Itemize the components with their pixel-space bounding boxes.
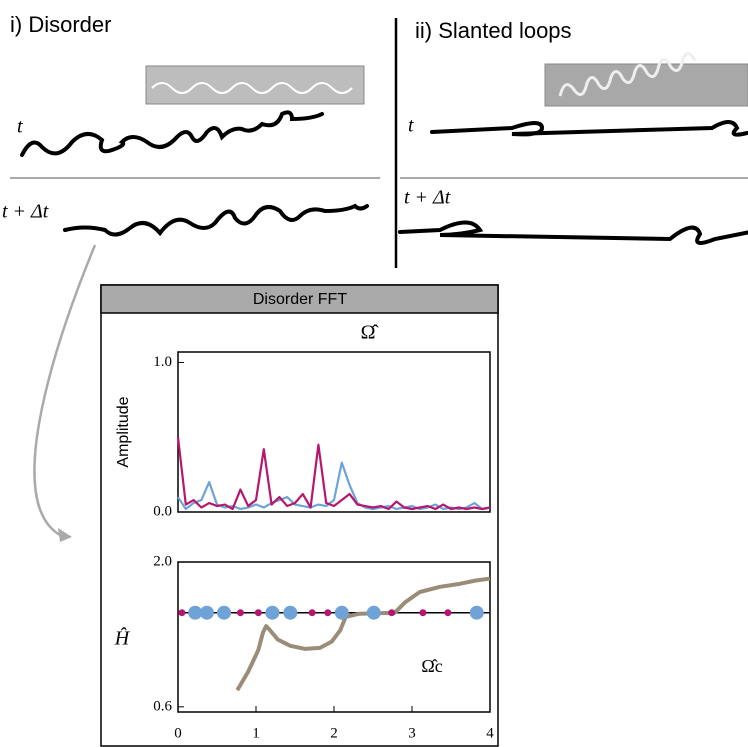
arrow-head xyxy=(58,528,72,542)
photo-filament xyxy=(151,82,353,94)
marker xyxy=(178,609,186,617)
y-tick-label: 0.0 xyxy=(153,503,172,519)
marker xyxy=(469,605,484,620)
marker xyxy=(366,605,381,620)
filament xyxy=(20,110,324,157)
marker xyxy=(236,609,244,617)
time-label: t + Δt xyxy=(2,201,49,223)
marker xyxy=(188,605,203,620)
charts: Disorder FFT 0.0 1.0 Amplitude Ω̂ 0.6 2.0 0 1 2 3 4… xyxy=(114,291,494,741)
plot-frame xyxy=(177,351,491,513)
marker xyxy=(199,605,214,620)
y-tick-label: 1.0 xyxy=(153,354,172,370)
marker xyxy=(254,609,262,617)
x-tick-label: 2 xyxy=(330,725,338,741)
time-label: t xyxy=(408,115,414,137)
marker xyxy=(283,605,298,620)
series-line xyxy=(235,576,491,692)
time-label: t xyxy=(17,116,23,138)
x-tick-label: 1 xyxy=(252,725,260,741)
y-tick-label: 2.0 xyxy=(153,553,172,569)
annotation: Ω̂c xyxy=(421,656,442,676)
time-label: t + Δt xyxy=(404,187,451,209)
marker xyxy=(324,609,332,617)
fft-box xyxy=(100,284,499,747)
annotation: Ω̂ xyxy=(361,322,380,344)
filament xyxy=(430,120,748,137)
y-axis-label: Ĥ xyxy=(114,627,131,650)
marker xyxy=(419,609,427,617)
marker xyxy=(444,609,452,617)
chart-title: Disorder FFT xyxy=(253,291,347,308)
x-tick-label: 3 xyxy=(408,725,416,741)
marker xyxy=(388,609,396,617)
marker xyxy=(265,605,280,620)
marker xyxy=(217,605,232,620)
marker xyxy=(334,605,349,620)
series-line xyxy=(176,437,491,511)
panel-label: i) Disorder xyxy=(10,12,111,37)
photo-filament xyxy=(558,52,697,97)
filament xyxy=(63,203,369,237)
marker xyxy=(308,609,316,617)
arrow xyxy=(33,244,97,537)
y-tick-label: 0.6 xyxy=(153,698,172,714)
photo xyxy=(145,65,365,105)
y-axis-label: Amplitude xyxy=(115,396,132,467)
panel-label: ii) Slanted loops xyxy=(415,18,572,43)
filament xyxy=(398,220,748,245)
fft-header xyxy=(100,284,499,314)
x-tick-label: 4 xyxy=(486,725,494,741)
x-tick-label: 0 xyxy=(174,725,182,741)
